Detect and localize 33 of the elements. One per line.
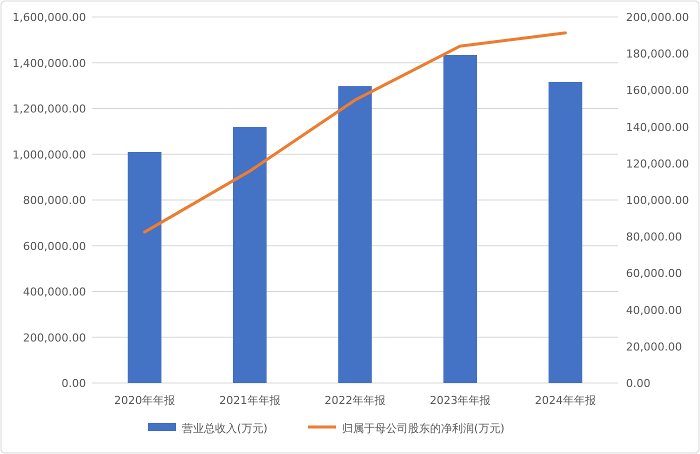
x-tick-label: 2021年年报 bbox=[219, 394, 280, 407]
x-tick-label: 2022年年报 bbox=[324, 394, 386, 407]
y2-tick-label: 20,000.00 bbox=[626, 340, 682, 354]
y2-tick-label: 180,000.00 bbox=[626, 48, 689, 61]
legend-label: 营业总收入(万元) bbox=[182, 422, 268, 435]
y-tick-label: 0.00 bbox=[62, 377, 86, 390]
y-tick-label: 1,200,000.00 bbox=[12, 102, 86, 116]
y2-tick-label: 60,000.00 bbox=[626, 267, 682, 280]
y2-tick-label: 100,000.00 bbox=[626, 194, 689, 207]
y-tick-label: 800,000.00 bbox=[23, 194, 86, 207]
y-tick-label: 1,000,000.00 bbox=[12, 148, 86, 162]
y-tick-label: 1,400,000.00 bbox=[12, 56, 86, 70]
x-tick-label: 2023年年报 bbox=[430, 394, 491, 407]
y-tick-label: 1,600,000.00 bbox=[12, 11, 86, 24]
bar bbox=[338, 86, 372, 383]
bar bbox=[443, 54, 478, 383]
y2-tick-label: 80,000.00 bbox=[626, 230, 682, 244]
x-tick-label: 2020年年报 bbox=[114, 394, 176, 407]
y2-tick-label: 160,000.00 bbox=[626, 84, 689, 98]
y-tick-label: 600,000.00 bbox=[23, 240, 86, 253]
y2-tick-label: 120,000.00 bbox=[626, 157, 689, 170]
y-tick-label: 200,000.00 bbox=[23, 331, 86, 344]
y-tick-label: 400,000.00 bbox=[23, 286, 86, 298]
y2-tick-label: 0.00 bbox=[626, 377, 650, 390]
x-tick-label: 2024年年报 bbox=[534, 394, 596, 407]
y2-tick-label: 40,000.00 bbox=[626, 304, 682, 317]
bar bbox=[232, 127, 267, 383]
bar bbox=[548, 82, 582, 383]
legend-label: 归属于母公司股东的净利润(万元) bbox=[342, 422, 505, 435]
line-series bbox=[143, 31, 567, 234]
y2-tick-label: 200,000.00 bbox=[626, 11, 689, 24]
bar bbox=[128, 152, 162, 383]
y2-tick-label: 140,000.00 bbox=[626, 120, 689, 134]
